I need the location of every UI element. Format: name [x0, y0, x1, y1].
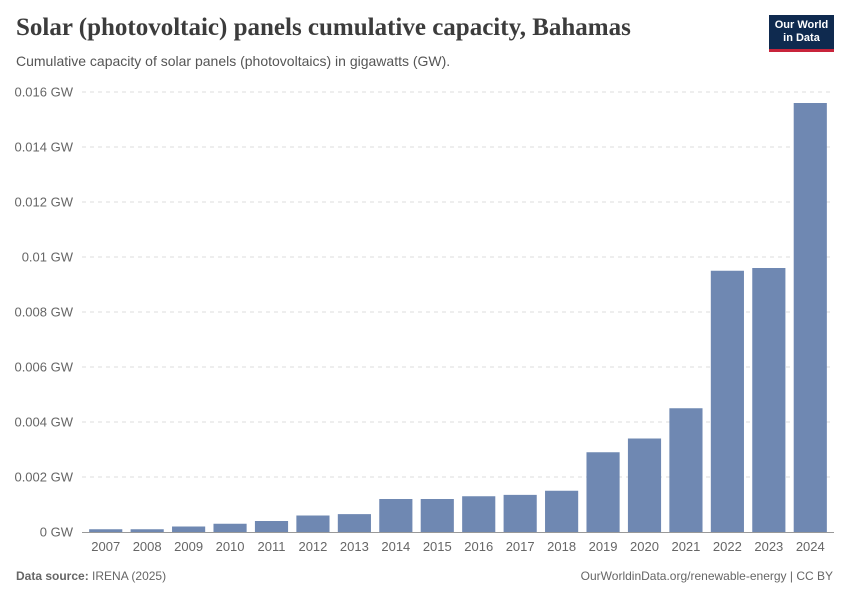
- bar-2018: [545, 490, 579, 532]
- bar-2008: [130, 529, 164, 532]
- x-tick-label: 2009: [174, 539, 203, 554]
- x-tick-label: 2016: [464, 539, 493, 554]
- x-tick-label: 2013: [340, 539, 369, 554]
- bar-2012: [296, 515, 330, 532]
- y-tick-label: 0.008 GW: [14, 305, 73, 320]
- bar-2015: [420, 499, 454, 532]
- data-source: Data source: IRENA (2025): [16, 569, 166, 583]
- logo-line-2: in Data: [783, 32, 820, 44]
- bar-2020: [627, 438, 662, 532]
- x-tick-label: 2023: [754, 539, 783, 554]
- x-tick-label: 2017: [506, 539, 535, 554]
- y-tick-label: 0.002 GW: [14, 470, 73, 485]
- y-tick-label: 0 GW: [40, 525, 74, 540]
- bar-2011: [254, 521, 289, 532]
- x-tick-label: 2024: [796, 539, 825, 554]
- bar-2013: [337, 514, 371, 532]
- x-tick-label: 2020: [630, 539, 659, 554]
- bar-2021: [669, 408, 703, 532]
- bar-2016: [462, 496, 496, 532]
- logo-line-1: Our World: [774, 19, 829, 31]
- x-tick-label: 2010: [216, 539, 245, 554]
- footer-link[interactable]: OurWorldinData.org/renewable-energy | CC…: [580, 569, 833, 583]
- data-source-value[interactable]: IRENA (2025): [92, 569, 167, 583]
- bar-2009: [172, 526, 206, 532]
- x-tick-label: 2007: [91, 539, 120, 554]
- y-tick-label: 0.014 GW: [14, 140, 73, 155]
- x-tick-label: 2011: [258, 539, 286, 554]
- x-tick-label: 2014: [381, 539, 410, 554]
- x-tick-label: 2015: [423, 539, 452, 554]
- y-tick-label: 0.004 GW: [14, 415, 73, 430]
- bar-2007: [89, 529, 123, 532]
- bar-2022: [710, 270, 744, 532]
- x-tick-label: 2019: [589, 539, 618, 554]
- x-tick-label: 2008: [133, 539, 162, 554]
- y-tick-label: 0.012 GW: [14, 195, 73, 210]
- x-tick-label: 2022: [713, 539, 742, 554]
- bar-2023: [752, 268, 786, 532]
- bar-2017: [503, 494, 537, 532]
- y-tick-label: 0.006 GW: [14, 360, 73, 375]
- x-tick-label: 2021: [671, 539, 700, 554]
- chart-subtitle: Cumulative capacity of solar panels (pho…: [16, 53, 451, 69]
- y-tick-label: 0.016 GW: [14, 85, 73, 100]
- bar-2024: [793, 103, 827, 532]
- owid-logo[interactable]: Our World in Data: [769, 15, 834, 52]
- bar-2010: [213, 523, 247, 532]
- x-tick-label: 2018: [547, 539, 576, 554]
- y-tick-label: 0.01 GW: [22, 250, 74, 265]
- data-source-label: Data source:: [16, 569, 89, 583]
- bar-2014: [379, 499, 413, 532]
- x-tick-label: 2012: [298, 539, 327, 554]
- chart-title: Solar (photovoltaic) panels cumulative c…: [16, 14, 631, 41]
- bar-2019: [586, 452, 620, 532]
